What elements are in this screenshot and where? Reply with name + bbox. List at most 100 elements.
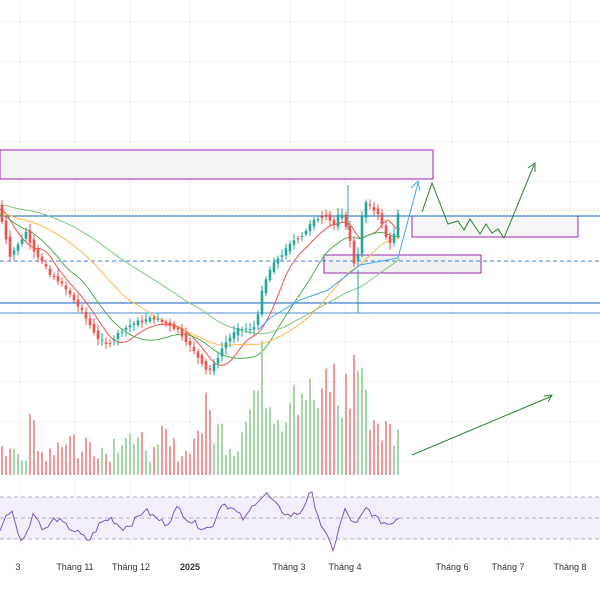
x-tick-label: Tháng 6 xyxy=(435,562,468,572)
candle-body xyxy=(320,216,324,218)
rsi-band xyxy=(0,497,600,539)
candle-body xyxy=(332,219,336,226)
volume-bar xyxy=(85,437,87,475)
volume-bar xyxy=(273,423,275,475)
volume-bar xyxy=(377,423,379,475)
rsi-line xyxy=(0,491,400,553)
volume-bar xyxy=(361,368,363,475)
volume-bar xyxy=(289,402,291,475)
candle-body xyxy=(252,326,256,330)
candle-body xyxy=(328,214,332,221)
candle-body xyxy=(312,219,316,227)
candle-body xyxy=(80,307,84,311)
candle-body xyxy=(64,285,68,290)
ma-mid-line xyxy=(0,214,401,359)
candle-body xyxy=(296,238,300,240)
candle-body xyxy=(280,255,284,257)
x-tick-label: Tháng 4 xyxy=(328,562,361,572)
candle-body xyxy=(172,323,176,329)
volume-bar xyxy=(389,424,391,475)
candle-body xyxy=(76,299,80,307)
candle-body xyxy=(324,214,328,217)
candle-body xyxy=(260,290,264,315)
volume-arrow-head xyxy=(543,394,553,403)
candle-body xyxy=(300,235,304,237)
volume-bar xyxy=(297,415,299,475)
volume-bar xyxy=(149,461,151,475)
candle-body xyxy=(384,225,388,238)
volume-bar xyxy=(77,458,79,475)
candle-body xyxy=(288,243,292,252)
candle-body xyxy=(112,339,116,341)
volume-bar xyxy=(117,452,119,475)
volume-bar xyxy=(269,407,271,475)
candle-body xyxy=(244,328,248,330)
candle-body xyxy=(132,323,136,325)
candle-body xyxy=(188,340,192,346)
candle-body xyxy=(356,253,360,262)
volume-bar xyxy=(45,460,47,475)
candle-body xyxy=(352,240,356,264)
breakout-arrow-head xyxy=(410,179,421,192)
candle-body xyxy=(36,248,40,258)
volume-bar xyxy=(393,445,395,475)
breakout-arrow xyxy=(397,182,419,259)
candle-body xyxy=(44,263,48,267)
candle-body xyxy=(152,317,156,320)
volume-bar xyxy=(217,424,219,475)
volume-bar xyxy=(133,443,135,475)
volume-bar xyxy=(225,454,227,475)
volume-bar xyxy=(177,461,179,475)
candle-body xyxy=(344,214,348,227)
volume-bar xyxy=(5,455,7,475)
candle-body xyxy=(96,330,100,339)
candle-body xyxy=(336,214,340,227)
volume-bar xyxy=(141,432,143,475)
candle-body xyxy=(88,318,92,326)
volume-bar xyxy=(137,437,139,475)
forecast-arrow-head xyxy=(527,162,536,172)
candle-body xyxy=(176,327,180,330)
x-tick-label: Tháng 12 xyxy=(112,562,150,572)
volume-bar xyxy=(257,390,259,475)
candle-body xyxy=(380,213,384,225)
volume-bar xyxy=(309,378,311,475)
candle-body xyxy=(364,202,368,218)
volume-bar xyxy=(337,405,339,475)
candle-body xyxy=(92,323,96,333)
volume-bar xyxy=(109,461,111,475)
volume-bar xyxy=(113,438,115,475)
volume-trend-arrow xyxy=(411,395,553,456)
candle-body xyxy=(308,224,312,231)
candle-body xyxy=(136,320,140,326)
candle-body xyxy=(20,239,24,244)
volume-bar xyxy=(153,446,155,475)
volume-bar xyxy=(29,414,31,475)
candle-body xyxy=(208,368,212,370)
supply-zone xyxy=(0,149,434,180)
volume-bar xyxy=(65,444,67,475)
volume-bar xyxy=(253,390,255,475)
candle-body xyxy=(84,311,88,319)
volume-bar xyxy=(49,448,51,475)
volume-bar xyxy=(25,460,27,475)
volume-bar xyxy=(321,388,323,475)
candle-body xyxy=(116,333,120,339)
candle-body xyxy=(24,231,28,239)
candle-body xyxy=(4,220,8,240)
volume-bar xyxy=(61,447,63,475)
candle-body xyxy=(196,351,200,358)
candle-body xyxy=(264,279,268,294)
candle-body xyxy=(56,275,60,282)
volume-bar xyxy=(277,419,279,475)
candle-body xyxy=(40,256,44,262)
volume-bar xyxy=(157,444,159,475)
volume-bar xyxy=(317,408,319,475)
candle-body xyxy=(168,322,172,327)
volume-bar xyxy=(101,447,103,475)
candle-body xyxy=(72,294,76,301)
volume-bar xyxy=(349,408,351,475)
volume-bar xyxy=(9,448,11,475)
